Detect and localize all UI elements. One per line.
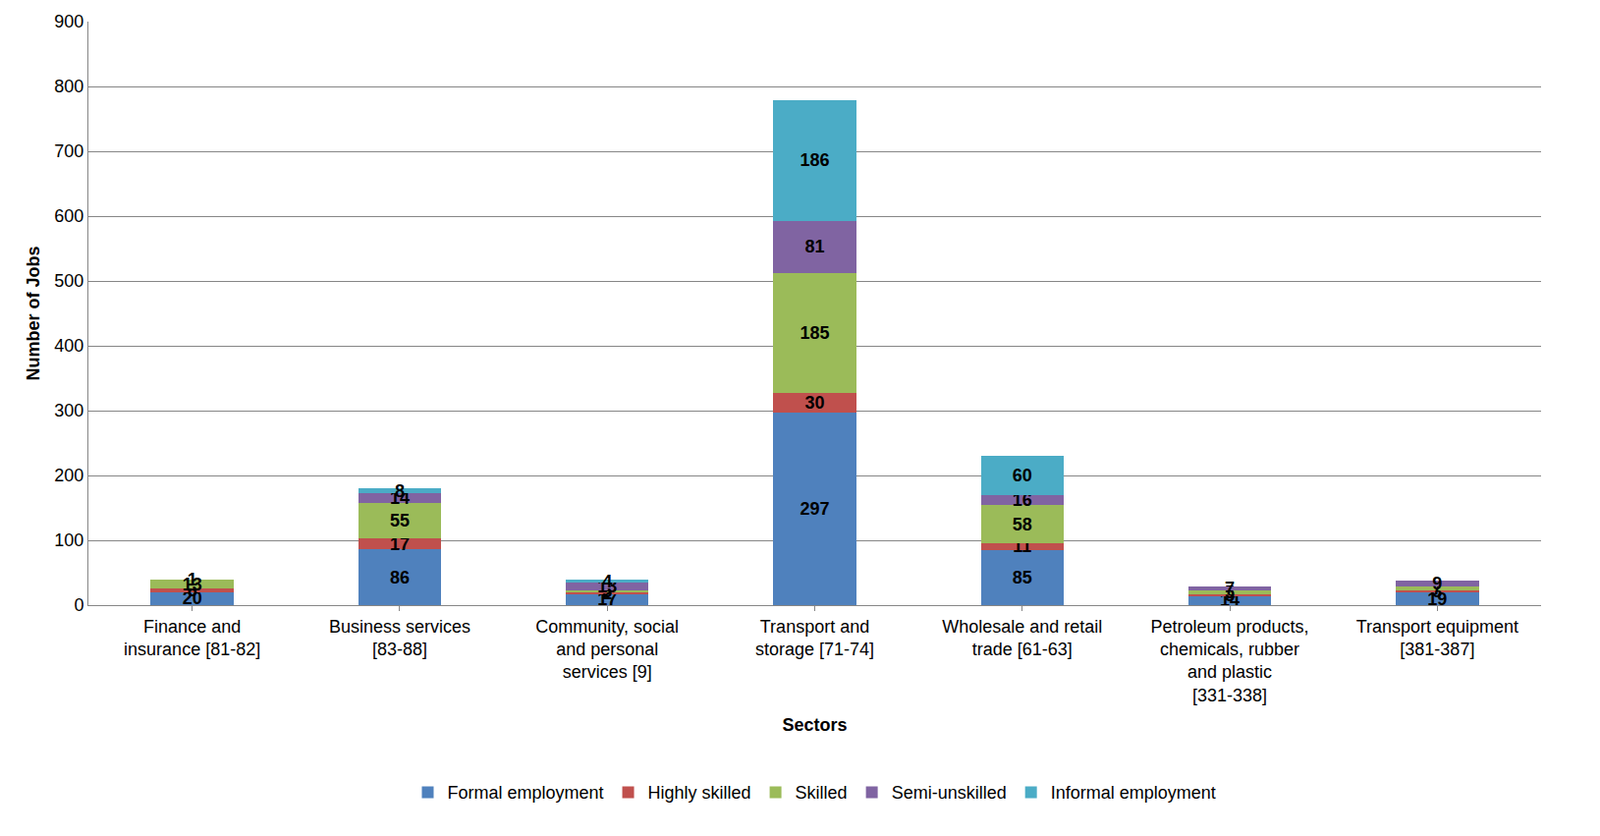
svg-text:13: 13 xyxy=(597,576,617,597)
svg-text:20: 20 xyxy=(182,588,203,608)
svg-text:Business services[83-88]: Business services[83-88] xyxy=(329,616,471,660)
svg-text:3: 3 xyxy=(1224,585,1235,606)
svg-text:600: 600 xyxy=(54,206,84,226)
svg-text:60: 60 xyxy=(1012,465,1033,486)
svg-text:Semi-unskilled: Semi-unskilled xyxy=(891,782,1007,803)
svg-text:186: 186 xyxy=(799,150,829,170)
svg-text:6: 6 xyxy=(187,580,198,601)
svg-text:Community, socialand personals: Community, socialand personalservices [9… xyxy=(535,616,679,683)
svg-text:3: 3 xyxy=(602,581,612,602)
svg-text:Transport equipment[381-387]: Transport equipment[381-387] xyxy=(1356,616,1519,660)
svg-text:0: 0 xyxy=(73,595,84,615)
svg-text:100: 100 xyxy=(54,530,84,551)
svg-text:Finance andinsurance [81-82]: Finance andinsurance [81-82] xyxy=(123,616,261,660)
svg-text:7: 7 xyxy=(1432,578,1442,599)
svg-text:81: 81 xyxy=(804,236,825,257)
svg-text:Number of Jobs: Number of Jobs xyxy=(23,245,44,381)
svg-text:500: 500 xyxy=(54,271,84,291)
svg-text:1: 1 xyxy=(187,569,198,590)
svg-text:185: 185 xyxy=(799,323,829,343)
svg-text:Formal employment: Formal employment xyxy=(447,782,605,803)
svg-text:55: 55 xyxy=(389,510,410,531)
svg-text:58: 58 xyxy=(1012,514,1033,535)
svg-text:11: 11 xyxy=(1012,536,1032,556)
svg-text:13: 13 xyxy=(182,574,203,595)
svg-text:7: 7 xyxy=(1224,578,1235,599)
svg-text:800: 800 xyxy=(54,76,84,97)
svg-text:Skilled: Skilled xyxy=(795,782,848,803)
svg-text:85: 85 xyxy=(1012,567,1033,588)
svg-text:Petroleum products,chemicals,: Petroleum products,chemicals, rubberand … xyxy=(1151,616,1310,706)
svg-text:19: 19 xyxy=(1427,589,1447,609)
svg-text:9: 9 xyxy=(1432,573,1442,594)
svg-text:14: 14 xyxy=(389,488,410,508)
svg-text:Highly skilled: Highly skilled xyxy=(648,782,752,803)
svg-text:2: 2 xyxy=(602,583,612,604)
svg-text:8: 8 xyxy=(394,481,405,501)
svg-text:Sectors: Sectors xyxy=(781,715,847,735)
svg-text:5: 5 xyxy=(1224,582,1235,603)
svg-text:17: 17 xyxy=(597,589,617,609)
svg-text:Informal employment: Informal employment xyxy=(1050,782,1216,803)
svg-text:297: 297 xyxy=(799,498,829,519)
svg-text:400: 400 xyxy=(54,335,84,356)
svg-text:4: 4 xyxy=(602,571,612,592)
svg-text:Transport andstorage [71-74]: Transport andstorage [71-74] xyxy=(755,616,875,660)
svg-text:700: 700 xyxy=(54,141,84,162)
svg-text:14: 14 xyxy=(1219,590,1240,610)
svg-text:200: 200 xyxy=(54,465,84,486)
svg-text:86: 86 xyxy=(389,567,410,588)
svg-text:3: 3 xyxy=(1432,581,1442,602)
svg-text:Wholesale and retailtrade [61-: Wholesale and retailtrade [61-63] xyxy=(941,616,1103,660)
svg-text:900: 900 xyxy=(54,11,84,32)
svg-text:300: 300 xyxy=(54,400,84,421)
svg-text:30: 30 xyxy=(804,392,825,413)
svg-text:16: 16 xyxy=(1012,490,1033,510)
svg-text:17: 17 xyxy=(389,534,410,554)
